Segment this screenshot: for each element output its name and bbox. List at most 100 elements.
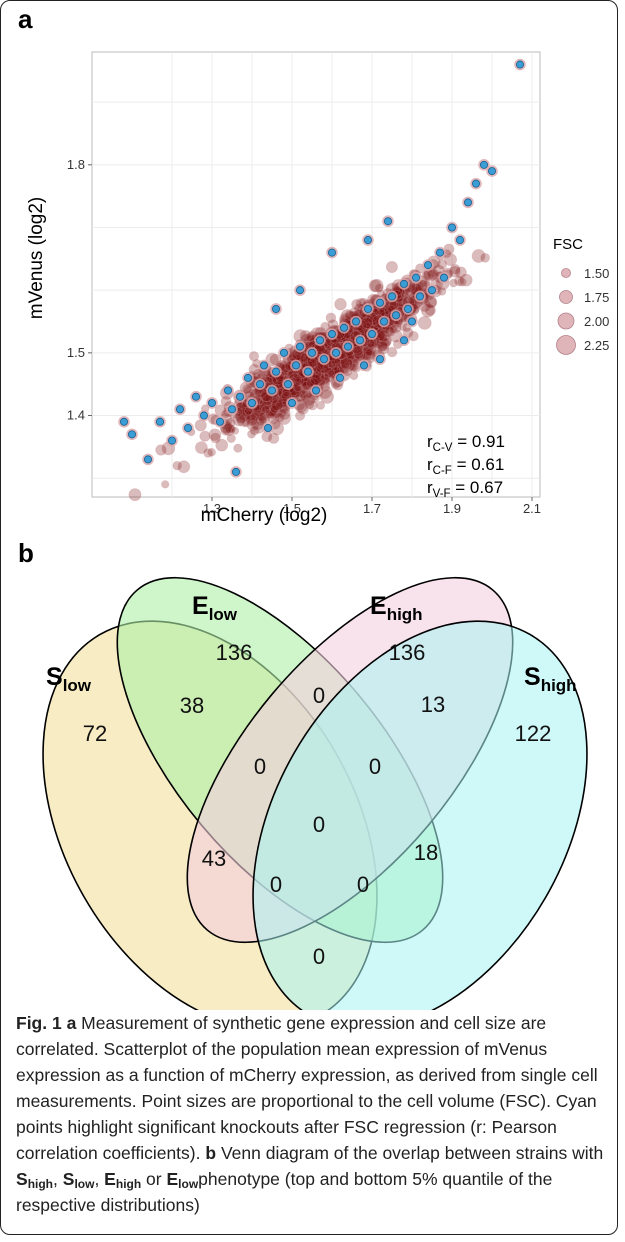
background-point: [296, 353, 307, 363]
count-e-high-only: 136: [389, 640, 426, 665]
background-point: [300, 355, 310, 364]
background-point: [349, 327, 359, 337]
background-point: [250, 416, 265, 431]
background-point: [336, 358, 348, 370]
background-point: [302, 392, 316, 407]
highlight-point: [295, 342, 304, 351]
background-point: [326, 365, 336, 375]
background-point: [370, 278, 384, 293]
background-point: [257, 392, 270, 405]
background-point: [315, 373, 326, 385]
background-point: [258, 399, 267, 408]
background-point: [248, 351, 260, 362]
highlight-point: [271, 367, 280, 376]
background-point: [471, 249, 486, 263]
background-point: [266, 399, 277, 410]
background-point: [424, 296, 438, 309]
highlight-point: [339, 323, 348, 332]
count-e-low-only: 136: [216, 640, 253, 665]
highlight-point: [263, 424, 272, 433]
background-point: [311, 371, 325, 384]
background-point: [203, 448, 213, 458]
background-point: [339, 357, 354, 371]
background-point: [294, 393, 304, 403]
plot-area: [91, 51, 541, 498]
background-point: [290, 373, 303, 386]
caption-s-low: Slow: [62, 1169, 95, 1191]
background-point: [292, 386, 302, 396]
background-point: [268, 396, 281, 409]
highlight-point: [307, 348, 316, 357]
background-point: [353, 346, 362, 355]
background-point: [350, 353, 359, 362]
background-point: [239, 408, 249, 418]
background-point: [237, 404, 249, 415]
x-tick-label: 1.9: [443, 501, 461, 516]
background-point: [295, 374, 305, 384]
background-point: [378, 334, 392, 347]
highlight-point: [391, 311, 400, 320]
highlight-point: [255, 380, 264, 389]
background-point: [315, 365, 324, 374]
highlight-point: [127, 430, 136, 439]
legend-swatch: [556, 335, 576, 355]
legend-swatch: [557, 312, 575, 330]
background-point: [369, 313, 378, 323]
background-point: [245, 413, 258, 427]
background-point: [290, 372, 300, 382]
background-point: [210, 432, 221, 444]
highlight-point: [471, 179, 480, 188]
background-point: [380, 341, 389, 350]
scatter-plot: 1.3 1.5 1.7 1.9 2.1 1.41.51.8 mCherry (log2)…: [26, 51, 609, 526]
y-tick-label: 1.8: [67, 157, 85, 172]
background-point: [294, 379, 305, 390]
background-point: [332, 338, 342, 347]
background-point: [269, 396, 278, 406]
background-point: [256, 403, 266, 413]
background-point: [341, 365, 353, 377]
caption-a-text: Measurement of synthetic gene expression…: [16, 1013, 598, 1163]
highlight-point: [399, 336, 408, 345]
panel-a-label: a: [18, 4, 33, 34]
background-point: [312, 369, 324, 382]
background-point: [241, 418, 251, 428]
count-e-low-e-high: 0: [313, 683, 325, 708]
count-s-low-e-low-e-high: 0: [254, 754, 266, 779]
highlight-point: [199, 411, 208, 420]
background-point: [361, 342, 374, 355]
background-point: [322, 365, 331, 374]
background-point: [349, 327, 359, 337]
background-point: [225, 425, 234, 434]
background-point: [276, 390, 289, 402]
background-point: [349, 330, 359, 339]
highlight-point: [427, 286, 436, 295]
background-point: [449, 265, 461, 278]
background-point: [321, 341, 332, 352]
count-s-low-e-low: 38: [180, 693, 204, 718]
highlight-point: [215, 417, 224, 426]
background-point: [261, 405, 271, 415]
background-point: [340, 360, 350, 370]
background-point: [319, 367, 333, 382]
highlight-point: [271, 304, 280, 313]
background-point: [331, 360, 342, 372]
background-point: [253, 406, 266, 419]
highlight-point: [399, 279, 408, 288]
background-point: [264, 405, 276, 418]
background-point: [225, 417, 236, 428]
background-point: [274, 395, 284, 404]
background-point: [296, 402, 309, 415]
background-point: [297, 380, 311, 394]
background-point: [345, 352, 355, 362]
background-point: [292, 372, 303, 383]
background-point: [316, 400, 326, 410]
background-point: [269, 405, 283, 419]
background-point: [317, 378, 326, 387]
background-point: [324, 362, 338, 377]
background-point: [389, 321, 402, 334]
background-point: [348, 357, 359, 368]
background-point: [311, 359, 321, 368]
legend-label: 1.50: [584, 266, 609, 281]
y-tick-label: 1.5: [67, 345, 85, 360]
background-point: [274, 412, 285, 423]
